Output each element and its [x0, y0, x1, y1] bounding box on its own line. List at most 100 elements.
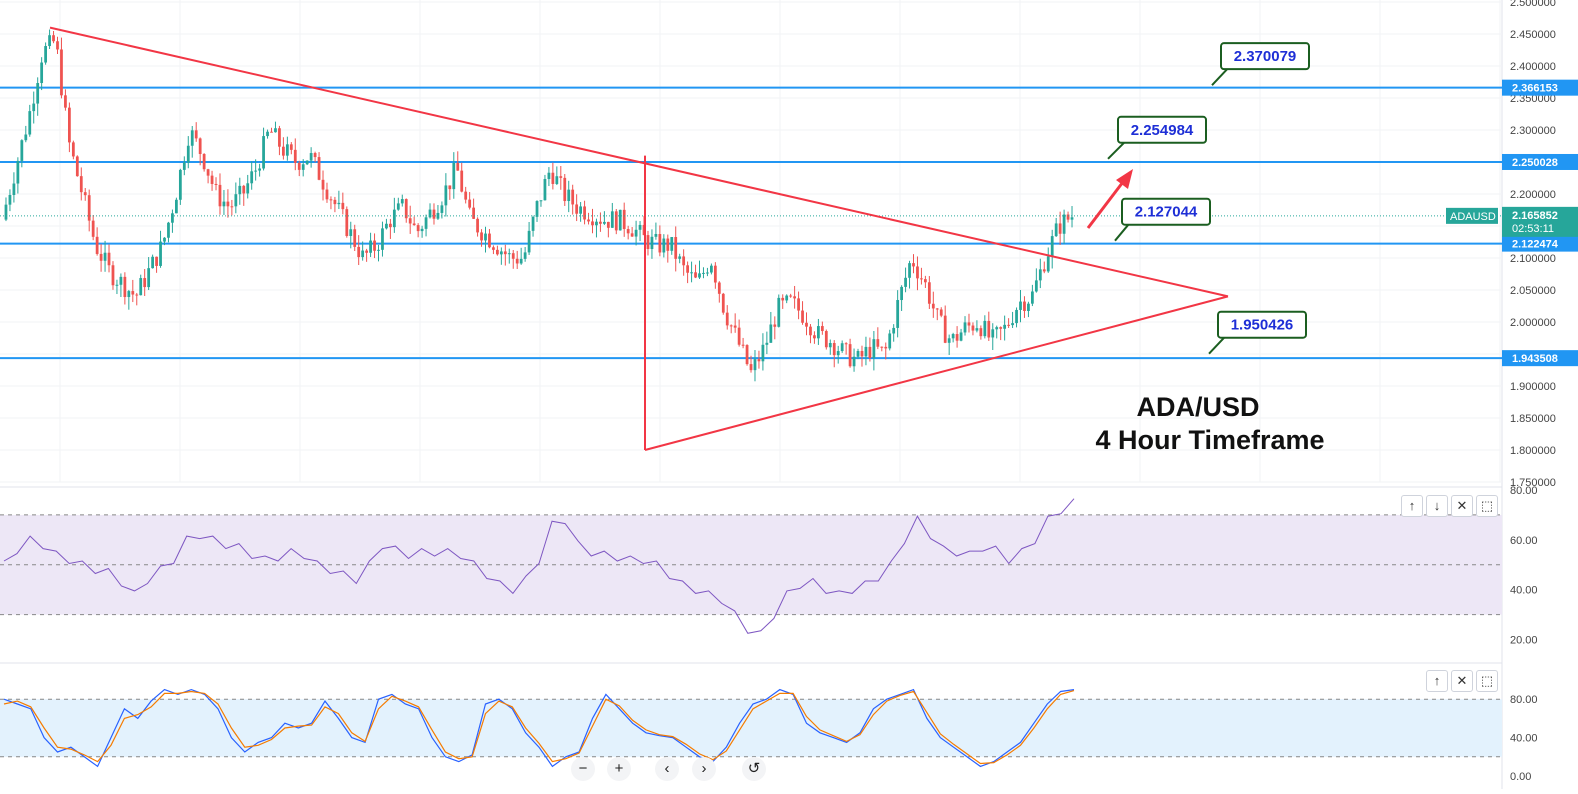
candle-body	[155, 256, 158, 266]
candle-body	[234, 194, 238, 207]
candle-body	[908, 263, 911, 278]
candle-body	[230, 206, 234, 208]
candle-body	[658, 234, 662, 253]
candle-body	[289, 144, 293, 150]
candle-body	[1050, 236, 1054, 257]
candle-body	[1007, 324, 1010, 326]
candle-body	[44, 46, 47, 63]
candle-body	[178, 169, 182, 200]
candle-body	[440, 205, 444, 213]
candle-body	[353, 229, 357, 247]
candle-body	[432, 209, 436, 219]
candle-body	[254, 170, 258, 172]
arrow-up-icon[interactable]: ↑	[1426, 670, 1448, 692]
maximize-icon[interactable]: ⬚	[1476, 670, 1498, 692]
candle-body	[527, 230, 531, 253]
candle-body	[975, 328, 979, 331]
level-price-label: 2.250028	[1512, 157, 1558, 169]
candle-body	[103, 252, 107, 261]
candle-body	[860, 350, 864, 357]
candle-body	[694, 272, 697, 278]
candle-body	[194, 130, 198, 139]
candle-body	[71, 142, 75, 157]
level-price-label: 2.122474	[1512, 239, 1559, 251]
candle-body	[1042, 269, 1046, 272]
candle-body	[547, 172, 551, 180]
candle-body	[301, 164, 305, 170]
candle-body	[1019, 301, 1022, 310]
stoch-tick-label: 0.00	[1510, 771, 1531, 783]
candle-body	[765, 342, 769, 345]
callout-box	[1220, 42, 1310, 71]
candle-body	[777, 297, 781, 327]
candle-body	[436, 212, 440, 219]
candle-body	[1011, 323, 1014, 326]
candle-body	[480, 232, 483, 241]
candle-body	[797, 298, 800, 311]
reset-icon[interactable]: ↺	[742, 757, 766, 781]
candle-body	[32, 103, 36, 112]
candle-body	[920, 278, 923, 280]
candle-body	[587, 219, 590, 222]
candle-body	[809, 326, 812, 336]
candle-body	[610, 211, 614, 228]
maximize-icon[interactable]: ⬚	[1476, 495, 1498, 517]
rsi-tick-label: 80.00	[1510, 485, 1538, 497]
candle-body	[404, 199, 408, 219]
arrow-up-icon[interactable]: ↑	[1401, 495, 1423, 517]
y-tick-label: 2.200000	[1510, 189, 1556, 201]
candle-body	[492, 247, 495, 250]
y-tick-label: 1.750000	[1510, 477, 1556, 489]
zoom-in-icon[interactable]: +	[607, 757, 631, 781]
close-icon[interactable]: ✕	[1451, 670, 1473, 692]
candle-body	[599, 221, 602, 224]
candle-body	[511, 253, 515, 259]
candle-body	[741, 344, 745, 346]
callout-label: 2.370079	[1234, 48, 1297, 65]
candle-body	[448, 185, 452, 190]
candle-body	[159, 241, 162, 266]
candle-body	[503, 251, 507, 255]
candle-body	[75, 156, 79, 177]
candle-body	[1066, 214, 1070, 220]
candle-body	[456, 163, 460, 171]
y-tick-label: 1.850000	[1510, 413, 1556, 425]
candle-body	[575, 204, 579, 214]
y-tick-label: 1.800000	[1510, 445, 1556, 457]
candle-body	[947, 338, 951, 343]
candle-body	[222, 201, 226, 207]
y-tick-label: 2.050000	[1510, 285, 1556, 297]
candle-body	[662, 238, 666, 253]
candle-body	[702, 272, 705, 274]
close-icon[interactable]: ✕	[1451, 495, 1473, 517]
candle-body	[630, 233, 634, 237]
candle-body	[571, 189, 575, 205]
candle-body	[309, 153, 313, 161]
candle-body	[1015, 309, 1018, 324]
scroll-right-icon[interactable]: ›	[692, 757, 716, 781]
arrow-down-icon[interactable]: ↓	[1426, 495, 1448, 517]
candle-body	[238, 185, 242, 195]
candle-body	[876, 339, 880, 347]
candle-body	[349, 229, 353, 236]
candle-body	[706, 272, 709, 274]
candle-body	[868, 346, 872, 359]
candle-body	[535, 201, 539, 217]
y-tick-label: 2.400000	[1510, 61, 1556, 73]
candle-body	[531, 216, 535, 231]
candle-body	[955, 334, 959, 341]
scroll-left-icon[interactable]: ‹	[655, 757, 679, 781]
candle-body	[107, 252, 111, 266]
candle-body	[900, 286, 903, 301]
candle-body	[690, 272, 693, 274]
candle-body	[888, 333, 892, 349]
candle-body	[916, 266, 919, 279]
zoom-out-icon[interactable]: −	[571, 757, 595, 781]
candle-body	[595, 221, 598, 226]
candle-body	[698, 273, 701, 278]
candle-body	[214, 183, 218, 185]
candle-body	[151, 256, 154, 269]
candle-body	[579, 206, 582, 214]
